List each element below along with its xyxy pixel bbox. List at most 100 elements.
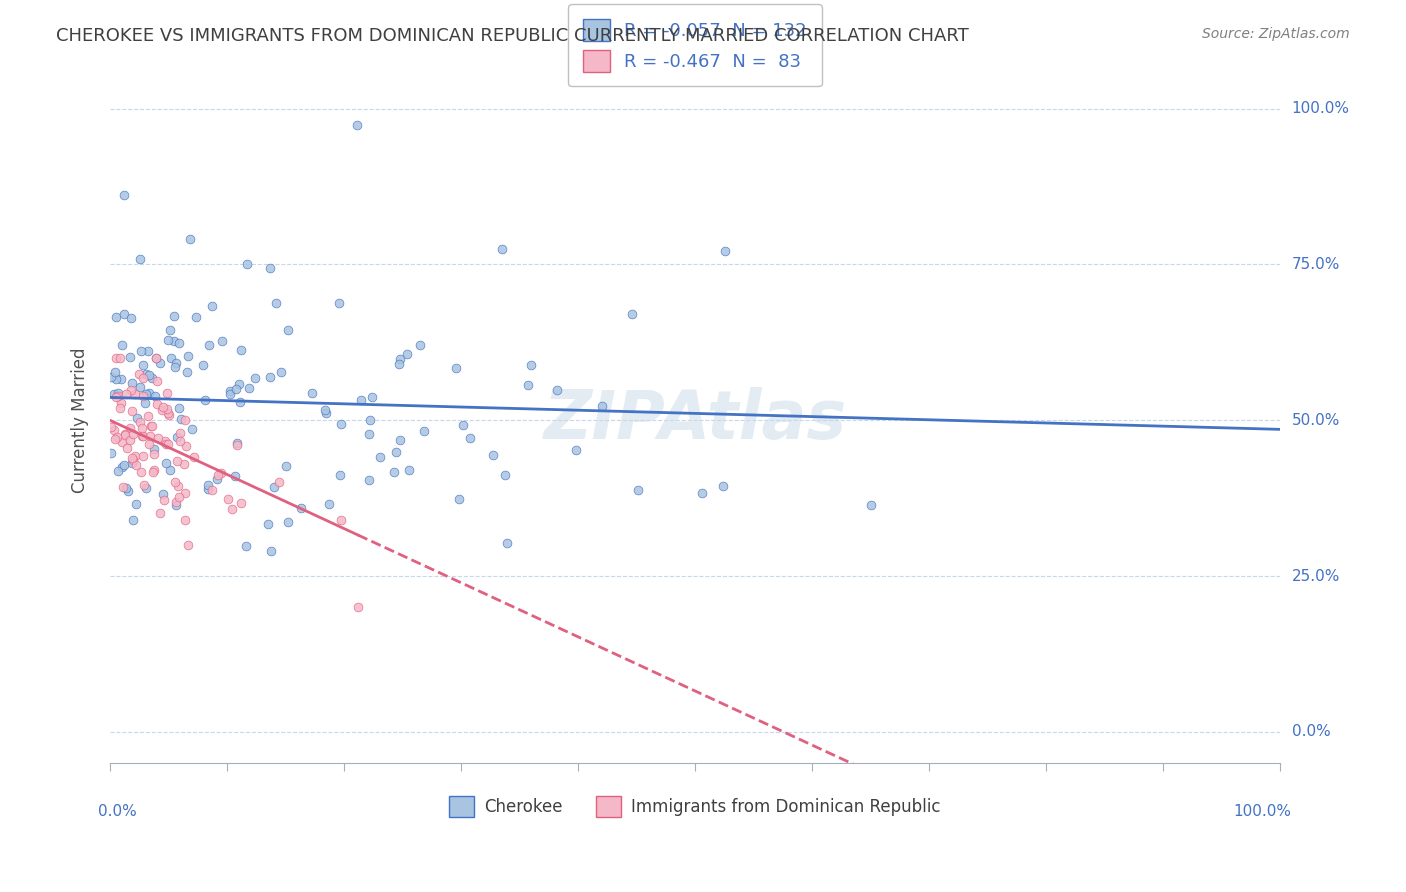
Point [115,442,138,456]
Y-axis label: Currently Married: Currently Married [72,348,89,493]
Point [301,386,323,401]
Point [122,453,145,467]
Point [135,387,157,401]
Text: ZIPAtlas: ZIPAtlas [544,387,846,453]
Point [135,481,157,495]
Point [314,403,336,417]
Point [225,383,247,397]
Point [141,371,163,385]
Text: 75.0%: 75.0% [1292,257,1340,272]
Point [163,334,186,348]
Point [388,357,411,371]
Point [388,351,411,366]
Point [114,428,136,442]
Point [112,458,135,473]
Point [173,458,195,472]
Point [120,433,142,447]
Point [225,437,247,451]
Point [128,252,150,266]
Point [166,430,188,444]
Point [451,417,474,432]
Point [111,480,134,494]
Point [229,343,252,357]
Point [494,468,516,483]
Point [103,423,125,437]
Point [143,447,166,461]
Point [163,310,186,324]
Point [110,396,132,410]
Point [121,427,143,442]
Point [128,380,150,394]
Point [115,481,138,495]
Point [107,386,129,401]
Point [104,310,127,325]
Point [104,364,127,378]
Point [141,418,163,433]
Point [165,359,187,374]
Point [156,386,179,401]
Point [444,361,467,376]
Point [627,483,650,497]
Text: 50.0%: 50.0% [1292,413,1340,428]
Point [165,356,187,370]
Point [368,450,391,464]
Point [270,365,292,379]
Point [235,539,257,553]
Point [183,450,205,464]
Point [181,422,204,436]
Point [714,244,737,258]
Point [155,437,177,451]
Point [105,430,128,444]
Point [229,394,252,409]
Point [496,535,519,549]
Point [711,479,734,493]
Point [159,351,181,365]
Point [236,257,259,271]
Point [139,429,162,443]
Point [128,415,150,429]
Text: CHEROKEE VS IMMIGRANTS FROM DOMINICAN REPUBLIC CURRENTLY MARRIED CORRELATION CHA: CHEROKEE VS IMMIGRANTS FROM DOMINICAN RE… [56,27,969,45]
Point [174,513,197,527]
Point [219,384,242,399]
Point [259,370,281,384]
Point [169,412,191,426]
Point [198,338,221,352]
Point [211,334,233,348]
Point [131,421,153,435]
Point [100,446,122,460]
Point [238,381,260,395]
Point [565,442,588,457]
Point [176,365,198,379]
Point [145,351,167,365]
Point [179,232,201,246]
Point [121,403,143,417]
Point [132,478,155,492]
Point [138,344,160,359]
Point [191,358,214,372]
Point [125,498,148,512]
Point [277,515,299,529]
Point [152,486,174,500]
Point [105,372,128,386]
Point [110,338,132,352]
Point [131,429,153,443]
Point [167,401,190,415]
Point [152,400,174,414]
Point [256,516,278,531]
Point [384,465,406,479]
Point [330,513,353,527]
Point [155,456,177,470]
Point [205,472,228,486]
Text: 0.0%: 0.0% [98,805,138,819]
Point [690,485,713,500]
Point [329,468,352,483]
Point [103,386,125,401]
Text: 100.0%: 100.0% [1233,805,1292,819]
Point [149,506,172,520]
Point [114,426,136,441]
Point [157,406,180,420]
Point [264,296,287,310]
Point [359,412,381,426]
Point [117,484,139,499]
Point [447,492,470,507]
